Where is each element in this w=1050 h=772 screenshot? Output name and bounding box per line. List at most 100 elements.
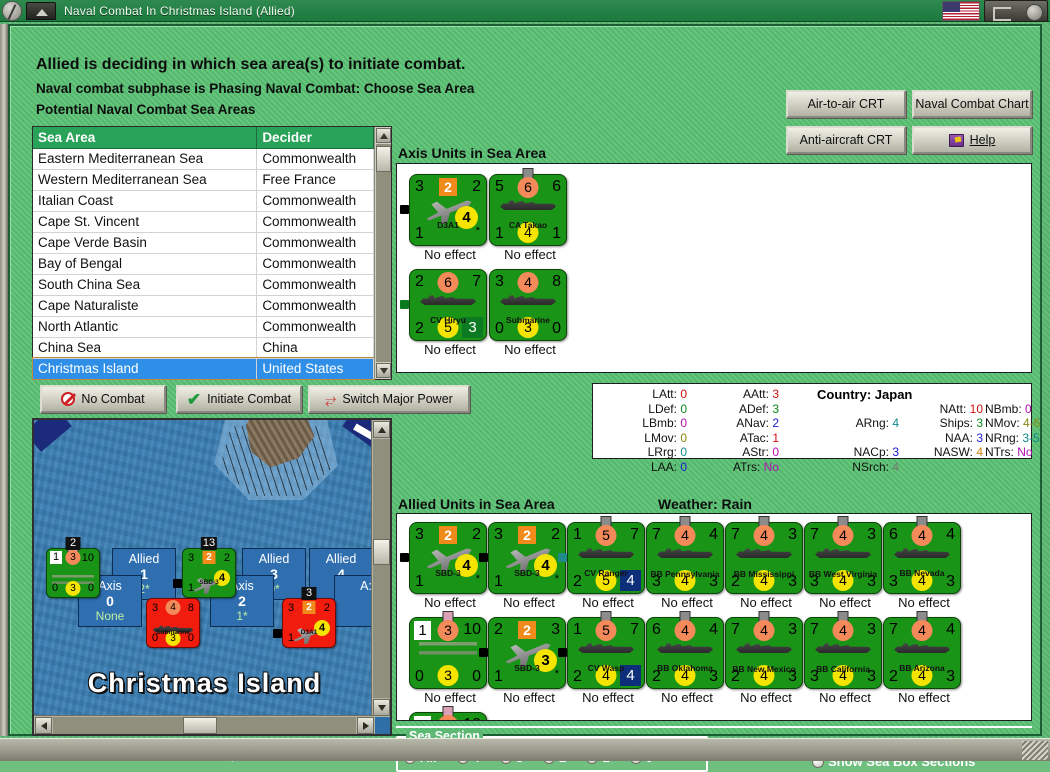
table-row[interactable]: Eastern Mediterranean Sea Commonwealth bbox=[33, 148, 374, 170]
table-row[interactable]: Cape Naturaliste Commonwealth bbox=[33, 295, 374, 317]
anti-aircraft-crt-button[interactable]: Anti-aircraft CRT bbox=[786, 126, 906, 154]
initiate-combat-button[interactable]: ✔ Initiate Combat bbox=[176, 385, 302, 413]
unit-counter[interactable]: 2 6 7 2 5 3 CV Hiryu bbox=[400, 269, 487, 341]
map-unit-counter[interactable]: 3 4 8 0 3 0 Submarine bbox=[146, 598, 200, 648]
map-scroll-right-icon[interactable] bbox=[357, 716, 374, 734]
unit-counter[interactable]: 3 4 8 0 3 0 Submarine bbox=[146, 598, 200, 648]
ship-silhouette-icon bbox=[736, 548, 792, 558]
map-scroll-up-icon[interactable] bbox=[372, 421, 390, 438]
map-scroll-left-icon[interactable] bbox=[35, 716, 52, 734]
map-vertical-scrollbar[interactable] bbox=[371, 420, 390, 717]
table-row[interactable]: Bay of Bengal Commonwealth bbox=[33, 253, 374, 275]
unit-counter[interactable]: 7 4 3 3 4 3 BB California bbox=[804, 611, 882, 689]
stat-row: LBmb: 0 bbox=[601, 416, 687, 431]
ship-silhouette-icon bbox=[657, 643, 713, 653]
map-canvas[interactable]: Christmas Island Allied 1 2* Allied 3 0* Allie… bbox=[34, 420, 375, 717]
counter-cell[interactable]: 2 2 3 1 3 SBD-3 * No effect bbox=[479, 617, 570, 705]
counter-cell[interactable]: 7 4 4 2 4 3 BB Arizona No effect bbox=[883, 611, 965, 705]
unit-counter[interactable]: 6 4 4 2 4 3 BB Oklahoma bbox=[646, 611, 724, 689]
table-row[interactable]: Italian Coast Commonwealth bbox=[33, 190, 374, 212]
counter-cell[interactable]: 6 4 4 2 4 3 BB Oklahoma No effect bbox=[646, 611, 728, 705]
counter-cell[interactable]: 1 5 7 2 4 4 CV Wasp No effect bbox=[558, 611, 649, 705]
triangle-tab-icon[interactable] bbox=[26, 1, 56, 20]
axis-units-panel[interactable]: 3 2 2 1 4 D3A1 * No effect 5 6 6 1 4 1 CA Takao No effe… bbox=[396, 163, 1032, 373]
unit-counter[interactable]: 1 5 7 2 4 4 CV Wasp bbox=[558, 611, 645, 689]
allied-units-panel[interactable]: 3 2 2 1 4 SBD-3 * No effect 3 2 2 1 4 SBD-3 * No effect… bbox=[396, 513, 1032, 721]
linked-map[interactable]: Christmas Island Allied 1 2* Allied 3 0* Allie… bbox=[32, 418, 392, 736]
stat-row: ANav: 2 bbox=[693, 416, 779, 431]
counter-right-circle-value: 4 bbox=[455, 206, 478, 229]
scroll-up-icon[interactable] bbox=[375, 128, 391, 143]
counter-cell[interactable]: 3 4 8 0 3 0 Submarine No effect bbox=[489, 269, 571, 357]
unit-counter[interactable]: 7 4 3 2 4 3 BB New Mexico bbox=[725, 611, 803, 689]
table-row[interactable]: North Atlantic Commonwealth bbox=[33, 316, 374, 338]
unit-counter[interactable]: 5 6 6 1 4 1 CA Takao bbox=[489, 168, 567, 246]
map-unit-counter[interactable]: 1 3 10 0 3 0 2 bbox=[46, 537, 100, 598]
scroll-track[interactable] bbox=[375, 144, 391, 362]
counter-cell[interactable]: 7 4 3 3 4 3 BB West Virginia No effect bbox=[804, 516, 886, 610]
unit-counter[interactable]: 2 2 3 1 3 SBD-3 * bbox=[479, 617, 566, 689]
counter-cell[interactable]: 7 4 4 3 4 3 BB Pennsylvania No effect bbox=[646, 516, 728, 610]
column-header-decider[interactable]: Decider bbox=[256, 127, 374, 149]
map-unit-counter[interactable]: 3 2 2 1 4 D3A1 3 bbox=[273, 587, 336, 648]
counter-top-circle-value: 4 bbox=[832, 525, 854, 546]
help-button[interactable]: Help bbox=[912, 126, 1032, 154]
table-row[interactable]: China Sea China bbox=[33, 337, 374, 359]
unit-counter[interactable]: 3 2 2 1 4 SBD-3 * bbox=[400, 522, 487, 594]
unit-counter[interactable]: 3 4 8 0 3 0 Submarine bbox=[489, 269, 567, 341]
map-hscroll-thumb[interactable] bbox=[183, 716, 217, 734]
table-row[interactable]: South China Sea Commonwealth bbox=[33, 274, 374, 296]
counter-cell[interactable]: 3 2 2 1 4 D3A1 * No effect bbox=[400, 174, 491, 262]
unit-counter[interactable]: 7 4 3 3 4 3 BB West Virginia bbox=[804, 516, 882, 594]
scroll-down-icon[interactable] bbox=[375, 363, 391, 378]
window-controls[interactable] bbox=[984, 0, 1048, 22]
table-row[interactable]: Cape Verde Basin Commonwealth bbox=[33, 232, 374, 254]
sea-box[interactable]: A: bbox=[334, 575, 375, 627]
map-scroll-down-icon[interactable] bbox=[372, 699, 390, 716]
scroll-thumb[interactable] bbox=[375, 146, 391, 172]
window-menu-area[interactable] bbox=[0, 0, 58, 22]
sea-box[interactable]: Axis 0 None bbox=[78, 575, 142, 627]
counter-cell[interactable]: 2 6 7 2 5 3 CV Hiryu No effect bbox=[400, 269, 491, 357]
table-row[interactable]: Cape St. Vincent Commonwealth bbox=[33, 211, 374, 233]
counter-cell[interactable]: 7 4 3 2 4 3 BB Mississippi No effect bbox=[725, 516, 807, 610]
counter-cell[interactable]: 1 5 7 2 5 4 CV Ranger No effect bbox=[558, 516, 649, 610]
resize-grip-icon[interactable] bbox=[1022, 741, 1048, 760]
sea-area-table[interactable]: Sea Area Decider Eastern Mediterranean S… bbox=[32, 126, 392, 380]
counter-cell[interactable]: 7 4 3 2 4 3 BB New Mexico No effect bbox=[725, 611, 807, 705]
map-vscroll-thumb[interactable] bbox=[372, 539, 390, 565]
air-to-air-crt-button[interactable]: Air-to-air CRT bbox=[786, 90, 906, 118]
map-vscroll-track[interactable] bbox=[372, 439, 390, 698]
switch-major-power-button[interactable]: ⥂ Switch Major Power bbox=[308, 385, 470, 413]
counter-cell[interactable]: 7 4 3 3 4 3 BB California No effect bbox=[804, 611, 886, 705]
counter-cell[interactable]: 5 6 6 1 4 1 CA Takao No effect bbox=[489, 168, 571, 262]
unit-counter[interactable]: 1 5 7 2 5 4 CV Ranger bbox=[558, 516, 645, 594]
unit-counter[interactable]: 3 2 2 1 4 SBD-3 * bbox=[479, 522, 566, 594]
map-horizontal-scrollbar[interactable] bbox=[34, 715, 375, 734]
unit-counter[interactable]: 3 2 2 1 4 D3A1 3 bbox=[273, 587, 336, 648]
naval-combat-chart-button[interactable]: Naval Combat Chart bbox=[912, 90, 1032, 118]
unit-counter[interactable]: 6 4 4 3 4 3 BB Nevada bbox=[883, 516, 961, 594]
counter-cell[interactable]: 3 2 2 1 4 SBD-3 * No effect bbox=[479, 522, 570, 610]
map-hscroll-track[interactable] bbox=[53, 716, 356, 734]
column-header-sea-area[interactable]: Sea Area bbox=[33, 127, 258, 149]
table-row[interactable]: Christmas Island United States bbox=[32, 357, 375, 380]
no-combat-button[interactable]: No Combat bbox=[40, 385, 166, 413]
unit-counter[interactable]: 7 4 3 2 4 3 BB Mississippi bbox=[725, 516, 803, 594]
counter-cell[interactable]: 6 4 4 3 4 3 BB Nevada No effect bbox=[883, 516, 965, 610]
unit-counter[interactable]: 3 2 2 1 4 D3A1 * bbox=[400, 174, 487, 246]
map-unit-counter[interactable]: 3 2 2 1 4 SBD-3 13 bbox=[173, 537, 236, 598]
table-scrollbar[interactable] bbox=[374, 127, 391, 379]
counter-cell[interactable]: 3 2 2 1 4 SBD-3 * No effect bbox=[400, 522, 491, 610]
table-row[interactable]: Western Mediterranean Sea Free France bbox=[33, 169, 374, 191]
stat-key: ATrs: bbox=[732, 459, 761, 474]
unit-counter[interactable]: 1 3 10 0 3 0 2 bbox=[46, 537, 100, 598]
unit-counter[interactable]: 7 4 4 2 4 3 BB Arizona bbox=[883, 611, 961, 689]
unit-counter[interactable]: 3 2 2 1 4 SBD-3 13 bbox=[173, 537, 236, 598]
stat-row: Ships: 3 bbox=[893, 416, 983, 431]
unit-counter[interactable]: 7 4 4 3 4 3 BB Pennsylvania bbox=[646, 516, 724, 594]
